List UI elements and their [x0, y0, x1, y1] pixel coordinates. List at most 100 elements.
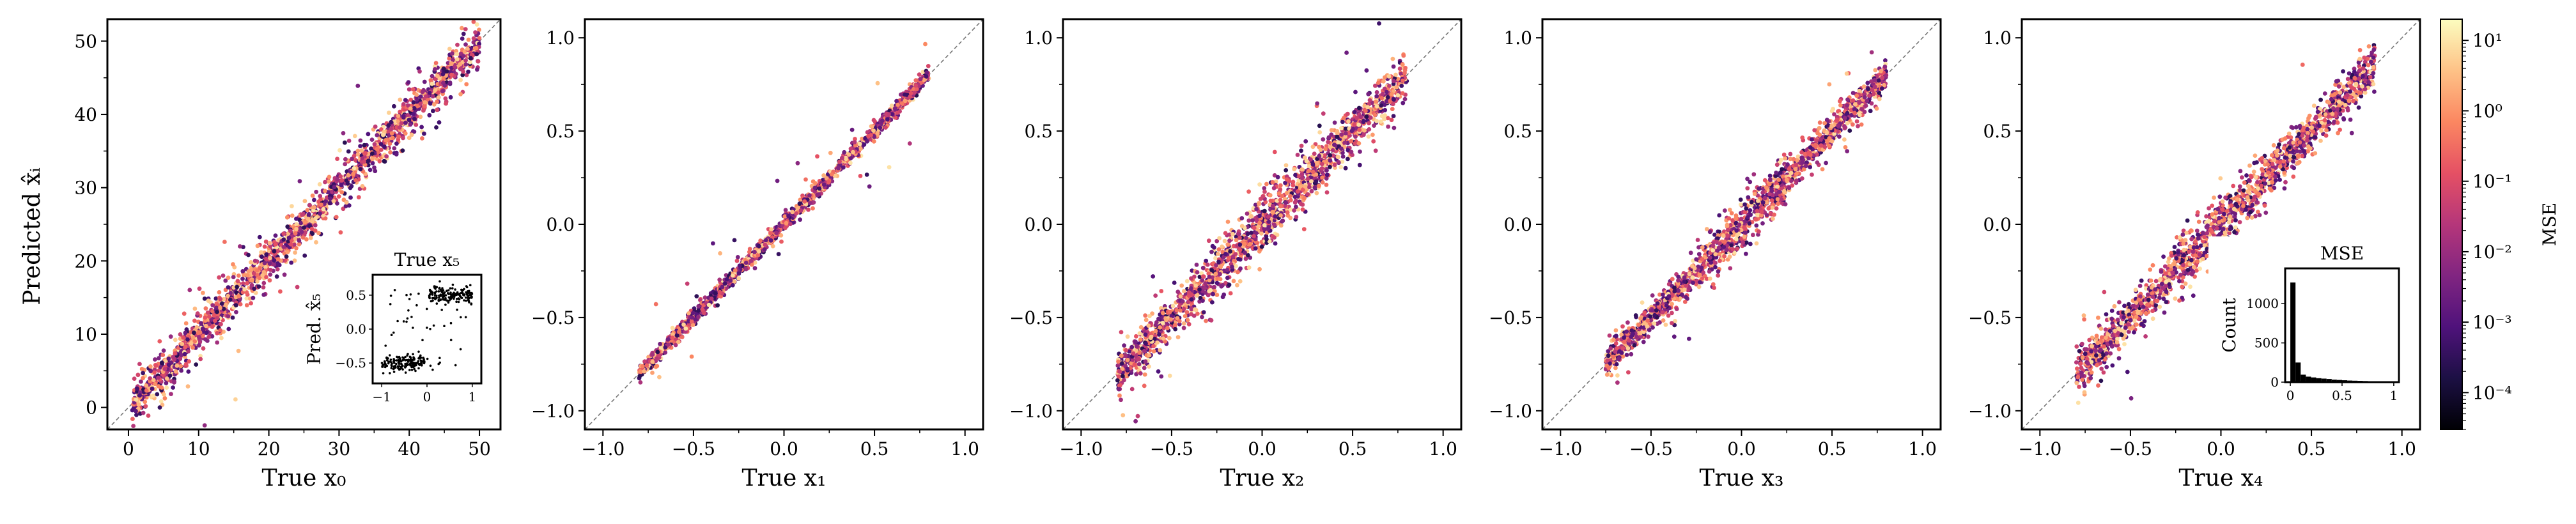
scatter-point — [1295, 153, 1300, 157]
scatter-point — [715, 303, 720, 308]
scatter-point — [295, 284, 300, 289]
scatter-point — [327, 201, 332, 206]
scatter-point — [210, 334, 215, 339]
scatter-point — [1304, 158, 1309, 164]
scatter-point — [1138, 371, 1143, 376]
scatter-point — [431, 102, 437, 107]
scatter-point — [1284, 163, 1289, 167]
scatter-point — [392, 104, 396, 109]
scatter-point — [642, 369, 646, 374]
scatter-point — [173, 337, 178, 343]
scatter-point — [1275, 174, 1280, 180]
scatter-point — [1356, 141, 1362, 146]
scatter-point — [1383, 107, 1388, 112]
scatter-point — [1223, 252, 1228, 256]
scatter-point — [418, 94, 423, 99]
scatter-point — [1173, 327, 1178, 332]
scatter-point — [1259, 231, 1264, 236]
scatter-point — [433, 88, 437, 93]
scatter-point — [310, 217, 314, 222]
scatter-point — [202, 423, 207, 428]
scatter-point — [355, 83, 361, 88]
scatter-point — [306, 217, 311, 221]
scatter-point — [187, 359, 191, 364]
scatter-point — [290, 213, 295, 218]
scatter-point — [1125, 334, 1130, 339]
scatter-point — [430, 94, 435, 99]
scatter-point — [1201, 310, 1206, 314]
scatter-point — [414, 93, 419, 97]
scatter-point — [1115, 378, 1120, 383]
scatter-point — [302, 253, 307, 258]
scatter-point — [401, 102, 406, 107]
scatter-point — [1370, 132, 1375, 137]
scatter-point — [293, 236, 297, 242]
scatter-point — [252, 258, 258, 263]
scatter-point — [1235, 282, 1239, 288]
scatter-points — [130, 19, 482, 428]
scatter-point — [352, 134, 357, 139]
scatter-point — [272, 249, 277, 254]
scatter-point — [338, 148, 342, 153]
scatter-point — [226, 314, 231, 319]
scatter-point — [186, 349, 190, 354]
scatter-point — [733, 268, 738, 273]
scatter-point — [463, 42, 468, 47]
scatter-point — [251, 295, 256, 300]
scatter-point — [474, 45, 479, 50]
scatter-point — [752, 266, 757, 271]
scatter-point — [162, 396, 167, 401]
scatter-point — [427, 112, 432, 118]
scatter-point — [1172, 281, 1177, 285]
scatter-point — [411, 100, 416, 105]
scatter-point — [238, 244, 242, 249]
scatter-point — [1317, 130, 1323, 135]
scatter-point — [285, 250, 290, 254]
scatter-point — [332, 185, 337, 190]
scatter-point — [1266, 214, 1271, 219]
scatter-point — [718, 251, 722, 256]
scatter-point — [1329, 128, 1334, 133]
scatter-point — [676, 339, 681, 344]
scatter-point — [1385, 95, 1390, 100]
x-tick-label: 40 — [398, 438, 421, 459]
scatter-point — [467, 59, 472, 65]
scatter-point — [1143, 332, 1148, 337]
scatter-point — [355, 148, 361, 153]
scatter-point — [1159, 374, 1164, 379]
scatter-point — [1142, 383, 1147, 389]
scatter-point — [273, 242, 278, 247]
scatter-point — [162, 367, 167, 371]
scatter-point — [463, 62, 469, 67]
scatter-point — [1142, 372, 1147, 377]
scatter-point — [400, 148, 405, 153]
scatter-point — [175, 363, 180, 368]
scatter-point — [391, 135, 395, 141]
scatter-point — [366, 158, 371, 164]
scatter-point — [926, 64, 931, 68]
scatter-point — [798, 217, 802, 222]
scatter-point — [1366, 91, 1371, 96]
scatter-point — [469, 56, 473, 61]
scatter-point — [358, 138, 363, 143]
scatter-point — [275, 249, 280, 254]
scatter-point — [1390, 107, 1395, 112]
scatter-point — [281, 231, 286, 236]
scatter-point — [353, 178, 358, 183]
scatter-point — [369, 146, 373, 151]
scatter-point — [871, 139, 876, 144]
scatter-point — [408, 106, 413, 111]
scatter-point — [267, 261, 272, 266]
scatter-point — [401, 114, 406, 119]
scatter-point — [1225, 268, 1230, 272]
scatter-point — [1214, 281, 1220, 286]
scatter-point — [1261, 194, 1265, 199]
scatter-point — [837, 159, 842, 164]
scatter-point — [444, 69, 449, 73]
scatter-point — [166, 356, 171, 361]
scatter-point — [476, 59, 481, 64]
scatter-point — [366, 132, 371, 137]
scatter-point — [1392, 97, 1396, 102]
scatter-point — [1321, 137, 1326, 142]
